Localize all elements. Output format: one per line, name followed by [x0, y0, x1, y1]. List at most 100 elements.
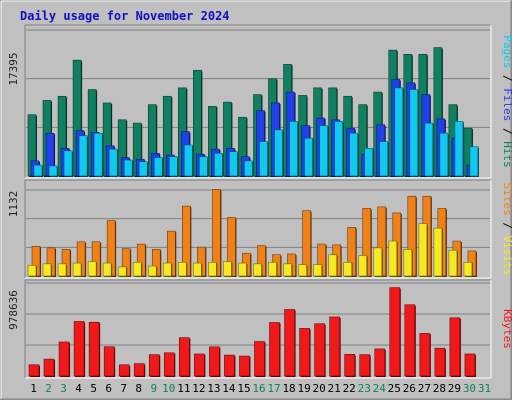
bar-visits-day-19 — [298, 264, 308, 277]
bar-visits-day-11 — [178, 262, 188, 277]
day-label-18: 18 — [282, 382, 295, 395]
bar-kbytes-day-24 — [374, 348, 386, 377]
legend-/: / — [501, 68, 512, 88]
bar-visits-day-21 — [328, 254, 338, 277]
y-max-label-top: 17395 — [7, 52, 20, 85]
bar-kbytes-day-17 — [269, 322, 281, 377]
legend-visits: Visits — [501, 236, 512, 276]
bar-visits-day-12 — [193, 262, 203, 277]
bar-visits-day-4 — [72, 262, 83, 277]
panel-bottom — [24, 279, 492, 379]
bar-pages-day-5 — [93, 132, 104, 177]
bar-pages-day-26 — [409, 89, 419, 177]
bar-pages-day-23 — [364, 148, 374, 177]
panel-top — [24, 24, 492, 179]
day-label-9: 9 — [150, 382, 157, 395]
bar-kbytes-day-21 — [329, 316, 341, 377]
bar-kbytes-day-29 — [449, 317, 461, 377]
day-label-2: 2 — [45, 382, 52, 395]
day-label-28: 28 — [433, 382, 446, 395]
legend-kbytes: KBytes — [501, 309, 512, 349]
bar-kbytes-day-15 — [239, 355, 251, 377]
day-label-11: 11 — [177, 382, 190, 395]
bar-kbytes-day-23 — [359, 354, 371, 377]
bar-visits-day-28 — [433, 227, 443, 277]
bar-pages-day-16 — [259, 141, 269, 177]
bar-pages-day-4 — [78, 135, 89, 177]
bar-visits-day-9 — [147, 265, 158, 277]
panel-mid — [24, 179, 492, 279]
bar-pages-day-9 — [153, 157, 164, 177]
bar-visits-day-23 — [358, 255, 368, 277]
day-label-19: 19 — [297, 382, 310, 395]
bar-pages-day-24 — [379, 141, 389, 177]
bar-visits-day-7 — [117, 266, 128, 277]
graph-title: Daily usage for November 2024 — [20, 9, 230, 23]
bar-pages-day-21 — [334, 121, 344, 177]
day-label-15: 15 — [237, 382, 250, 395]
legend-bottom: KBytes — [501, 309, 512, 349]
bar-pages-day-8 — [138, 161, 149, 177]
day-label-3: 3 — [60, 382, 67, 395]
bar-kbytes-day-13 — [209, 346, 221, 377]
bar-pages-day-27 — [424, 122, 434, 177]
y-axis-max-labels: 17395 1132 978636 — [7, 52, 20, 329]
bar-kbytes-day-20 — [314, 323, 326, 377]
bar-visits-day-3 — [57, 263, 68, 277]
legend-pages: Pages — [501, 35, 512, 68]
bar-kbytes-day-25 — [389, 287, 401, 377]
bar-visits-day-15 — [238, 262, 248, 277]
bar-visits-day-24 — [373, 247, 383, 277]
day-label-22: 22 — [343, 382, 356, 395]
bar-visits-day-5 — [87, 261, 98, 277]
bar-pages-day-7 — [123, 159, 134, 177]
bar-kbytes-day-12 — [194, 353, 206, 377]
bar-pages-day-1 — [33, 164, 43, 177]
bar-kbytes-day-8 — [133, 363, 146, 377]
series-legends: Pages / Files / Hits Sites / Visits KBytes — [501, 35, 512, 349]
bar-pages-day-3 — [63, 150, 74, 177]
bar-visits-day-10 — [162, 262, 173, 277]
day-label-8: 8 — [135, 382, 142, 395]
day-label-29: 29 — [448, 382, 461, 395]
bar-visits-day-22 — [343, 262, 353, 277]
day-label-10: 10 — [162, 382, 175, 395]
day-label-21: 21 — [328, 382, 341, 395]
bar-kbytes-day-16 — [254, 341, 266, 377]
bar-kbytes-day-3 — [58, 341, 71, 377]
day-label-14: 14 — [222, 382, 236, 395]
bar-pages-day-19 — [304, 137, 314, 177]
bar-kbytes-day-5 — [88, 321, 101, 377]
bar-pages-day-11 — [184, 144, 194, 177]
day-label-30: 30 — [463, 382, 476, 395]
bar-kbytes-day-10 — [163, 352, 176, 377]
bar-visits-day-6 — [102, 262, 113, 277]
day-label-26: 26 — [403, 382, 416, 395]
y-max-label-mid: 1132 — [7, 191, 20, 218]
day-axis-labels: 1 2 3 4 5 6 7 8 9 10 11 12 13 14 15 16 17 18 19 20 21 22 23 24 2… — [30, 382, 491, 395]
chart-panels — [24, 24, 492, 379]
day-label-1: 1 — [30, 382, 37, 395]
legend-/: / — [501, 216, 512, 236]
bar-pages-day-30 — [469, 146, 479, 177]
bar-kbytes-day-14 — [224, 354, 236, 377]
legend-hits: Hits — [501, 141, 512, 168]
day-label-17: 17 — [267, 382, 280, 395]
day-label-25: 25 — [388, 382, 401, 395]
bar-visits-day-1 — [27, 265, 37, 277]
legend-top: Pages / Files / Hits — [501, 35, 512, 168]
bar-kbytes-day-18 — [284, 309, 296, 377]
bar-pages-day-14 — [229, 151, 239, 177]
bar-kbytes-day-4 — [73, 321, 86, 377]
bar-visits-day-26 — [403, 249, 413, 277]
day-label-31: 31 — [478, 382, 491, 395]
day-label-7: 7 — [120, 382, 127, 395]
day-label-12: 12 — [192, 382, 205, 395]
legend-sites: Sites — [501, 183, 512, 216]
legend-/: / — [501, 121, 512, 141]
day-label-27: 27 — [418, 382, 431, 395]
y-max-label-bottom: 978636 — [7, 290, 20, 330]
bar-visits-day-2 — [42, 263, 53, 277]
